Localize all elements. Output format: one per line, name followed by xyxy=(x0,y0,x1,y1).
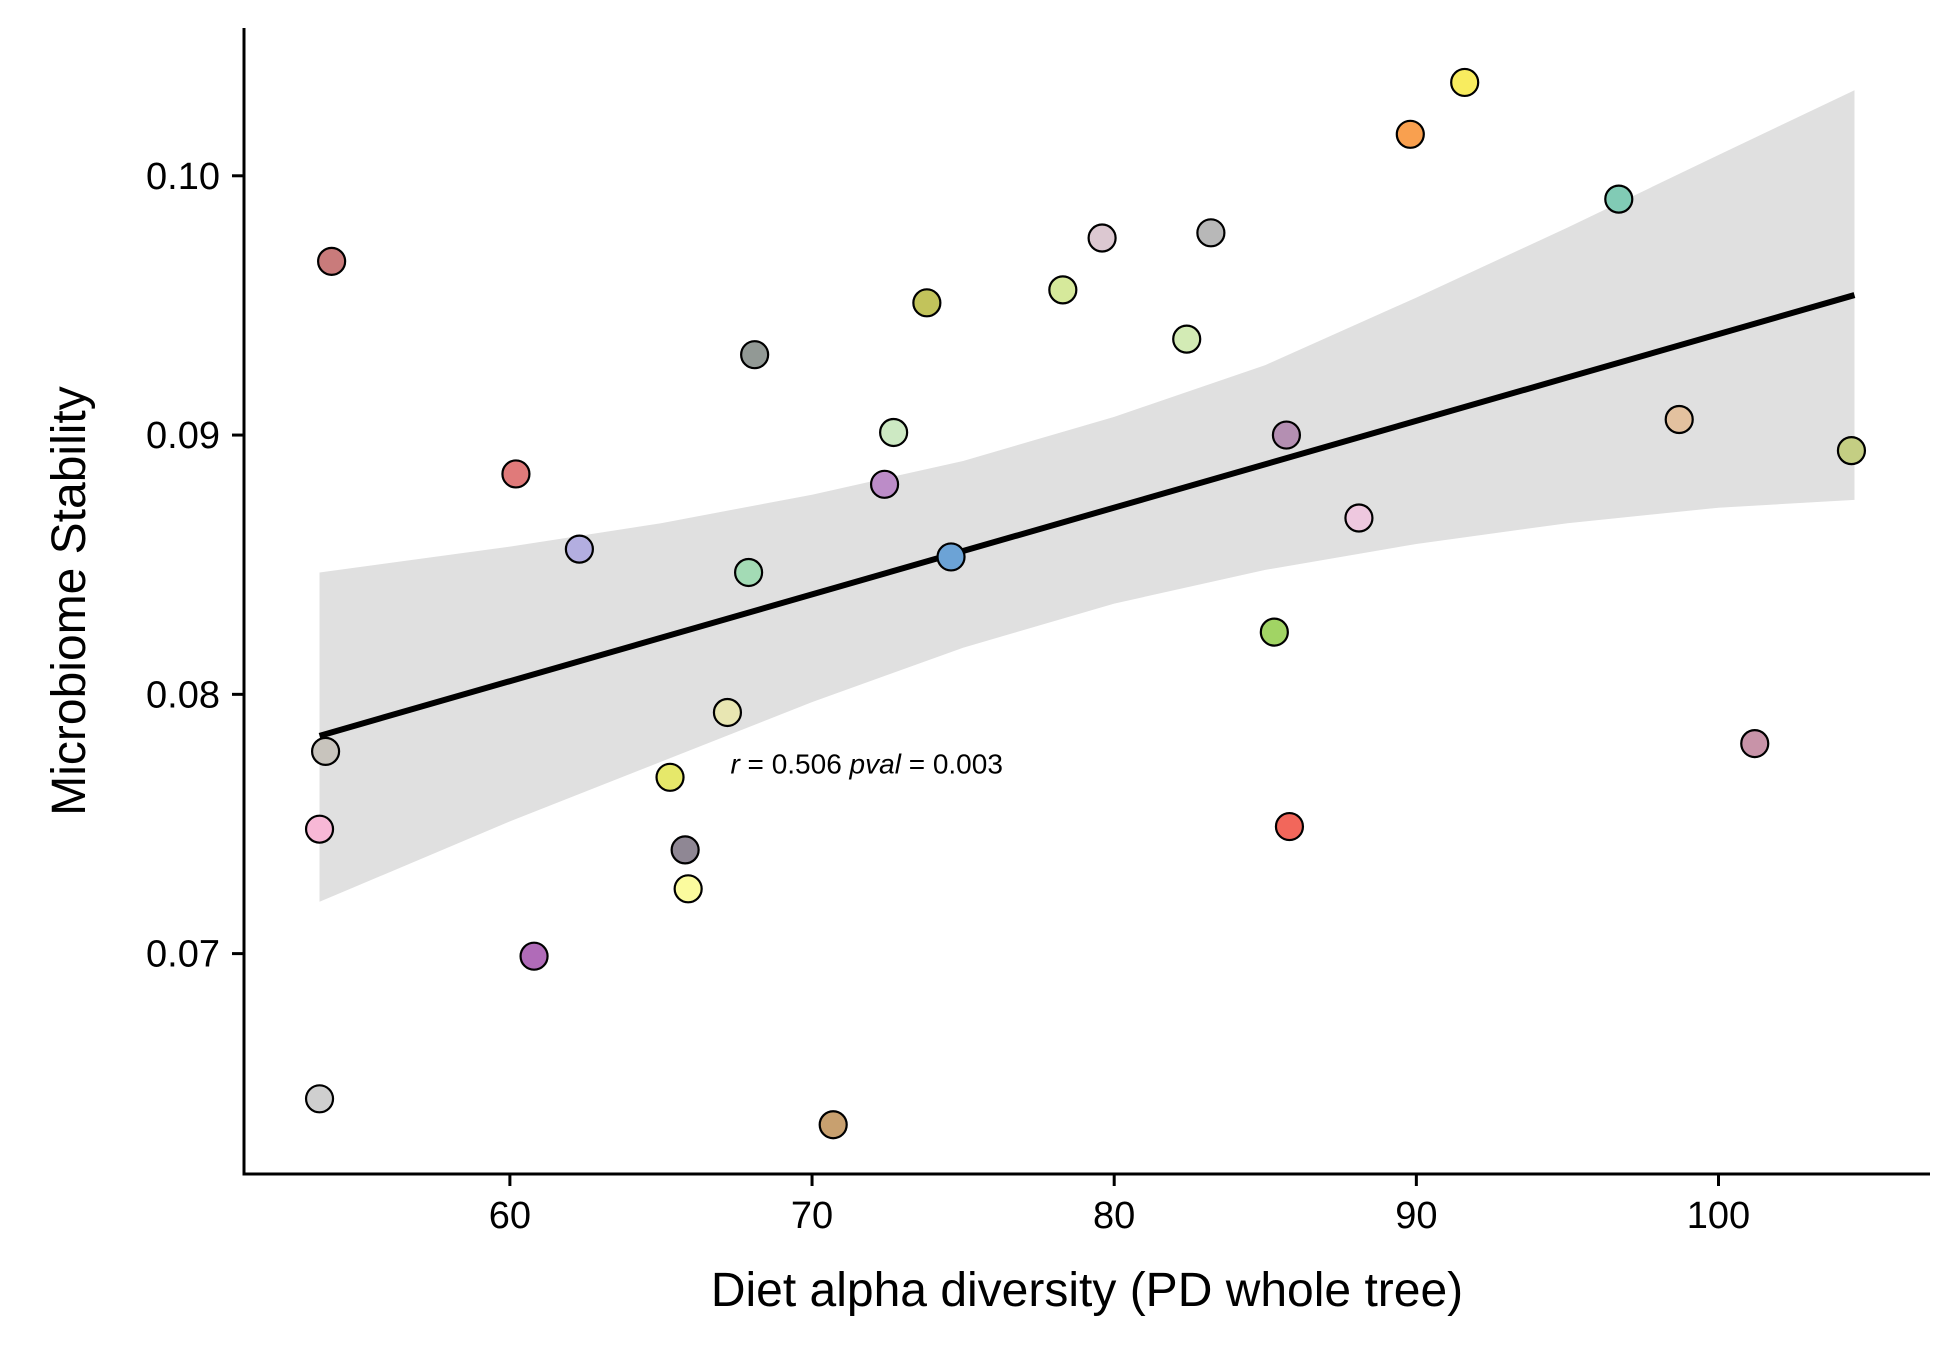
data-point xyxy=(1604,184,1634,214)
data-point xyxy=(1048,275,1078,305)
data-point xyxy=(310,736,341,766)
data-point xyxy=(655,762,685,792)
data-point xyxy=(733,557,764,588)
data-point xyxy=(1087,223,1117,253)
data-point xyxy=(869,469,900,499)
data-point xyxy=(1172,324,1202,354)
axes xyxy=(242,28,1930,1176)
data-point xyxy=(1344,503,1374,533)
data-point xyxy=(501,459,531,489)
x-tick-label: 80 xyxy=(1093,1195,1135,1237)
data-point xyxy=(670,835,700,865)
data-point xyxy=(740,340,770,370)
y-tick-label: 0.09 xyxy=(146,415,220,457)
trend-line xyxy=(318,292,1856,739)
trend-line-layer xyxy=(318,292,1856,739)
data-point xyxy=(818,1110,848,1140)
data-point xyxy=(1836,436,1867,466)
x-tick-label: 70 xyxy=(791,1195,833,1237)
x-tick-label: 90 xyxy=(1395,1195,1437,1237)
confidence-band-layer xyxy=(319,90,1855,902)
pval-value: = 0.003 xyxy=(901,748,1003,779)
data-point xyxy=(1274,811,1305,842)
data-point xyxy=(673,874,703,904)
correlation-annotation: r = 0.506 pval = 0.003 xyxy=(730,748,1002,779)
data-point xyxy=(304,1084,335,1114)
data-point xyxy=(1196,218,1226,248)
data-point xyxy=(1740,729,1770,759)
x-tick-label: 60 xyxy=(489,1195,531,1237)
r-symbol: r xyxy=(730,748,741,779)
data-point xyxy=(1450,67,1480,98)
y-tick-label: 0.08 xyxy=(146,674,220,716)
y-tick-label: 0.10 xyxy=(146,156,220,198)
pval-symbol: pval xyxy=(849,748,902,779)
data-point xyxy=(1395,119,1425,149)
data-point xyxy=(912,288,942,318)
data-point xyxy=(1664,404,1694,435)
data-point xyxy=(519,941,549,971)
data-point xyxy=(564,534,594,564)
y-tick-label: 0.07 xyxy=(146,934,220,976)
ticks-layer: 60 70 80 90 100 0.07 0.08 0.09 0.10 xyxy=(146,156,1750,1237)
confidence-band xyxy=(319,90,1855,902)
y-axis-title: Microbiome Stability xyxy=(43,386,96,815)
data-point xyxy=(304,814,335,844)
data-point xyxy=(936,542,966,572)
data-point xyxy=(1271,420,1302,450)
data-point xyxy=(1259,617,1289,647)
x-axis-title: Diet alpha diversity (PD whole tree) xyxy=(711,1264,1463,1317)
r-value: = 0.506 xyxy=(740,748,850,779)
points-layer xyxy=(304,67,1867,1140)
data-point xyxy=(712,697,743,728)
data-point xyxy=(879,417,909,448)
data-point xyxy=(317,246,347,276)
x-tick-label: 100 xyxy=(1687,1195,1750,1237)
